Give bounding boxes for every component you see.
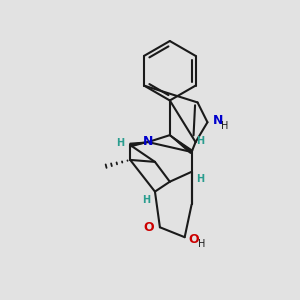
Text: O: O (189, 233, 199, 246)
Text: N: N (212, 114, 223, 127)
Text: N: N (143, 135, 153, 148)
Text: O: O (143, 221, 154, 234)
Text: H: H (198, 239, 205, 249)
Text: H: H (142, 195, 150, 205)
Text: H: H (196, 174, 205, 184)
Text: H: H (196, 136, 205, 146)
Text: H: H (221, 121, 229, 131)
Text: H: H (116, 138, 124, 148)
Polygon shape (130, 142, 148, 147)
Polygon shape (170, 135, 193, 153)
